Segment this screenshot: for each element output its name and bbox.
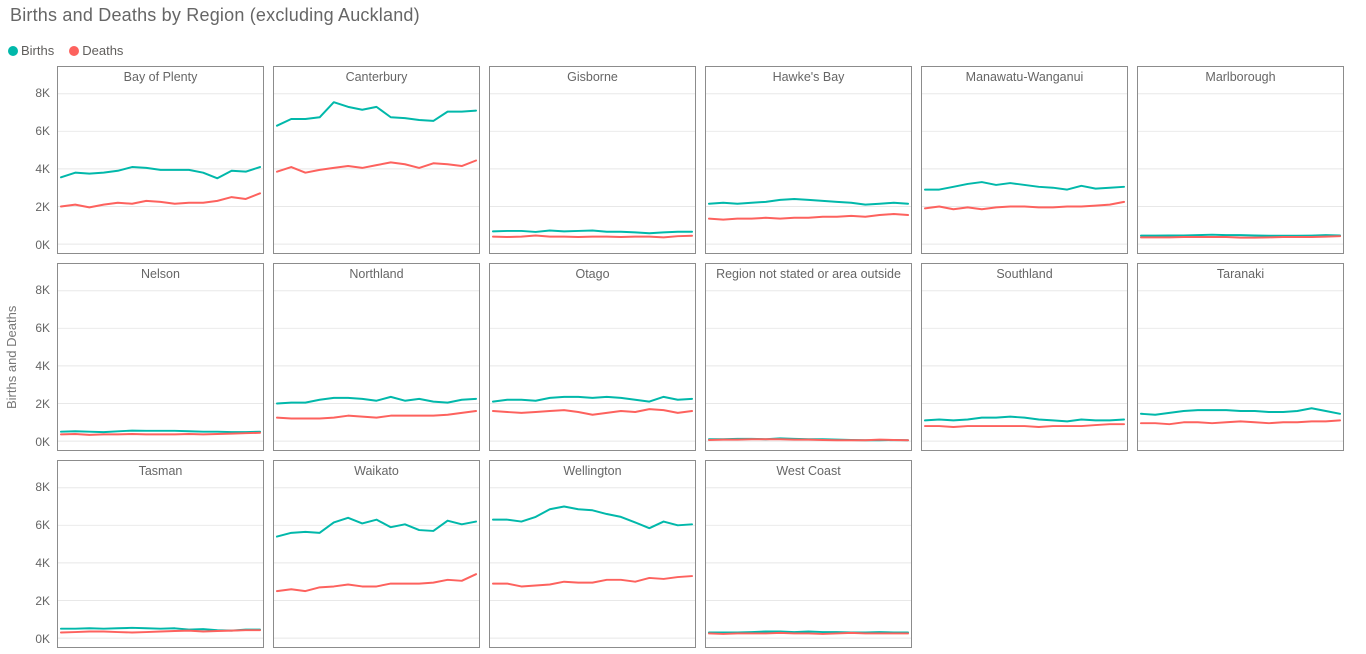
region-chart-plot — [490, 290, 695, 442]
y-axis-tick-label: 8K — [35, 283, 50, 297]
region-chart-title: Gisborne — [567, 70, 618, 84]
small-multiples-grid: Bay of Plenty Canterbury Gisborne Hawke'… — [57, 66, 1344, 648]
y-axis-tick-label: 6K — [35, 124, 50, 138]
y-axis-tick-label: 8K — [35, 480, 50, 494]
region-chart-tasman[interactable]: Tasman — [57, 460, 264, 648]
region-chart-otago[interactable]: Otago — [489, 263, 696, 451]
region-chart-wellington[interactable]: Wellington — [489, 460, 696, 648]
region-chart-plot — [922, 290, 1127, 442]
y-axis-tick-label: 4K — [35, 359, 50, 373]
region-chart-plot — [490, 487, 695, 639]
region-chart-manawatu-wanganui[interactable]: Manawatu-Wanganui — [921, 66, 1128, 254]
region-chart-taranaki[interactable]: Taranaki — [1137, 263, 1344, 451]
region-chart-plot — [58, 487, 263, 639]
region-chart-title: Otago — [575, 267, 610, 281]
y-axis-tick-label: 0K — [35, 435, 50, 449]
legend-item-births[interactable]: Births — [8, 43, 54, 58]
y-axis-tick-label: 2K — [35, 594, 50, 608]
region-chart-title: Canterbury — [345, 70, 408, 84]
region-chart-title: Region not stated or area outside — [716, 267, 901, 281]
y-axis-tick-label: 0K — [35, 632, 50, 646]
region-chart-title: Northland — [349, 267, 404, 281]
region-chart-title: West Coast — [776, 464, 841, 478]
region-chart-title: Nelson — [141, 267, 180, 281]
region-chart-title: Southland — [996, 267, 1053, 281]
region-chart-title: Tasman — [138, 464, 183, 478]
region-chart-west-coast[interactable]: West Coast — [705, 460, 912, 648]
region-chart-marlborough[interactable]: Marlborough — [1137, 66, 1344, 254]
legend: Births Deaths — [8, 43, 123, 58]
legend-item-label: Deaths — [82, 43, 124, 58]
y-axis-tick-label: 4K — [35, 162, 50, 176]
chart-title: Births and Deaths by Region (excluding A… — [10, 5, 420, 25]
y-axis-tick-label: 4K — [35, 556, 50, 570]
deaths-legend-dot-icon — [69, 45, 80, 56]
region-chart-title: Waikato — [354, 464, 399, 478]
small-multiples-area: Births and Deaths 8K 6K 4K 2K 0K 8K 6K 4K 2K 0K 8K… — [0, 66, 1366, 648]
region-chart-southland[interactable]: Southland — [921, 263, 1128, 451]
region-chart-title: Marlborough — [1205, 70, 1276, 84]
y-axis-tick-label: 6K — [35, 321, 50, 335]
region-chart-bay-of-plenty[interactable]: Bay of Plenty — [57, 66, 264, 254]
y-axis-tick-label: 2K — [35, 397, 50, 411]
region-chart-gisborne[interactable]: Gisborne — [489, 66, 696, 254]
region-chart-plot — [1138, 290, 1343, 442]
region-chart-title: Wellington — [563, 464, 622, 478]
region-chart-title: Hawke's Bay — [772, 70, 845, 84]
region-chart-waikato[interactable]: Waikato — [273, 460, 480, 648]
region-chart-plot — [922, 93, 1127, 245]
region-chart-plot — [706, 93, 911, 245]
legend-item-deaths[interactable]: Deaths — [69, 43, 123, 58]
region-chart-nelson[interactable]: Nelson — [57, 263, 264, 451]
region-chart-region-not-stated[interactable]: Region not stated or area outside — [705, 263, 912, 451]
region-chart-northland[interactable]: Northland — [273, 263, 480, 451]
region-chart-canterbury[interactable]: Canterbury — [273, 66, 480, 254]
region-chart-plot — [274, 290, 479, 442]
region-chart-plot — [706, 290, 911, 442]
region-chart-plot — [58, 290, 263, 442]
region-chart-plot — [58, 93, 263, 245]
region-chart-title: Manawatu-Wanganui — [965, 70, 1084, 84]
y-axis-tick-label: 2K — [35, 200, 50, 214]
y-axis-tick-label: 0K — [35, 238, 50, 252]
region-chart-plot — [274, 93, 479, 245]
region-chart-title: Taranaki — [1216, 267, 1265, 281]
region-chart-plot — [1138, 93, 1343, 245]
region-chart-plot — [490, 93, 695, 245]
region-chart-plot — [274, 487, 479, 639]
region-chart-hawkes-bay[interactable]: Hawke's Bay — [705, 66, 912, 254]
legend-item-label: Births — [21, 43, 55, 58]
births-legend-dot-icon — [8, 45, 18, 56]
region-chart-plot — [706, 487, 911, 639]
y-axis-tick-label: 6K — [35, 518, 50, 532]
y-axis-tick-label: 8K — [35, 86, 50, 100]
region-chart-title: Bay of Plenty — [123, 70, 198, 84]
